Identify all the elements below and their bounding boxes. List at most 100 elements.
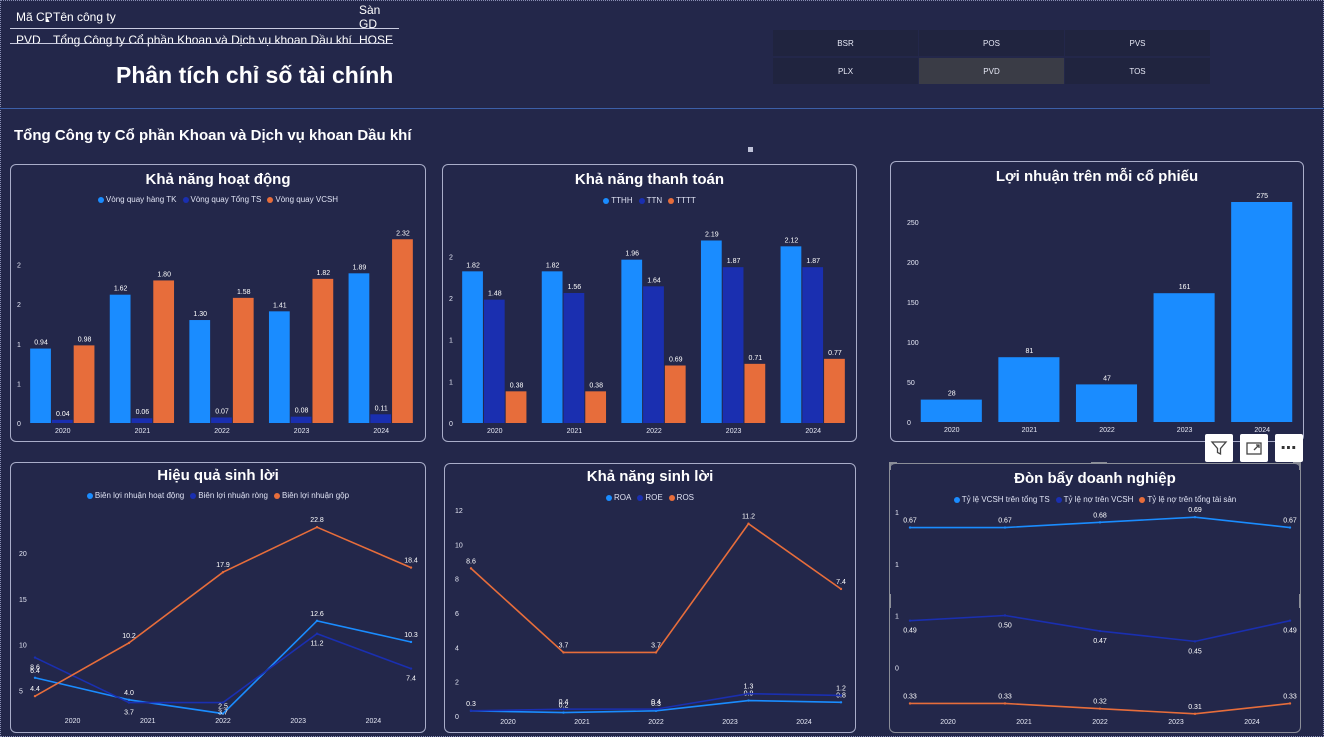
legend-item[interactable]: ROE bbox=[637, 493, 663, 502]
page-title: Phân tích chỉ số tài chính bbox=[116, 62, 394, 88]
legend-item[interactable]: Tỷ lệ nợ trên tổng tài sản bbox=[1139, 495, 1236, 504]
data-label: 10.3 bbox=[404, 632, 418, 639]
legend-label: Tỷ lệ nợ trên VCSH bbox=[1063, 495, 1134, 504]
legend-item[interactable]: TTTT bbox=[668, 196, 696, 205]
data-point bbox=[409, 566, 413, 569]
x-tick-label: 2022 bbox=[1092, 719, 1108, 726]
slicer-item-plx[interactable]: PLX bbox=[773, 58, 918, 84]
profit-margin-chart-panel[interactable]: Hiệu quả sinh lời Biên lợi nhuận hoạt độ… bbox=[10, 462, 426, 733]
slicer-item-pvd[interactable]: PVD bbox=[919, 58, 1064, 84]
data-point bbox=[33, 694, 37, 698]
data-point bbox=[839, 701, 843, 704]
legend-item[interactable]: Vòng quay Tổng TS bbox=[182, 195, 262, 204]
x-tick-label: 2024 bbox=[1244, 719, 1260, 726]
legend-item[interactable]: ROS bbox=[668, 493, 694, 502]
legend-item[interactable]: Tỷ lệ VCSH trên tổng TS bbox=[953, 495, 1050, 504]
activity-chart-panel[interactable]: Khả năng hoạt động Vòng quay hàng TK Vòng… bbox=[10, 164, 426, 442]
bar bbox=[621, 259, 643, 423]
legend-swatch bbox=[267, 196, 274, 203]
data-label: 7.4 bbox=[406, 676, 416, 683]
y-tick-label: 20 bbox=[19, 551, 27, 558]
slicer-item-tos[interactable]: TOS bbox=[1065, 58, 1210, 84]
liquidity-bar-chart: 0 1 1 2 2 2020 2021 2022 2023 2024 1.82 1.82 1.96 2.1… bbox=[449, 232, 845, 435]
legend-item[interactable]: Biên lợi nhuận ròng bbox=[190, 491, 268, 500]
y-tick-label: 10 bbox=[19, 643, 27, 650]
data-label: 0.38 bbox=[589, 382, 603, 389]
legend-swatch bbox=[1139, 496, 1146, 503]
resize-handle[interactable] bbox=[889, 594, 897, 608]
legend-swatch bbox=[637, 494, 644, 501]
column-header-ticker[interactable]: Mã CP bbox=[16, 10, 53, 24]
bar bbox=[189, 320, 211, 423]
company-info-table: Mã CP Tên công ty Sàn GD PVD Tổng Công t… bbox=[10, 3, 399, 51]
column-header-company[interactable]: Tên công ty bbox=[53, 10, 116, 24]
data-label: 81 bbox=[1026, 348, 1034, 355]
data-label: 161 bbox=[1179, 284, 1191, 291]
data-label: 0.45 bbox=[1188, 648, 1202, 655]
more-options-icon[interactable]: ⋯ bbox=[1275, 434, 1303, 462]
bar bbox=[505, 391, 527, 423]
bar bbox=[722, 267, 744, 423]
liquidity-chart-panel[interactable]: Khả năng thanh toán TTHH TTN TTTT 0 1 1 2 2 202… bbox=[442, 164, 857, 442]
legend-item[interactable]: Biên lợi nhuận gộp bbox=[274, 491, 349, 500]
legend-item[interactable]: Vòng quay hàng TK bbox=[97, 195, 177, 204]
resize-handle[interactable] bbox=[1293, 462, 1301, 470]
data-point bbox=[747, 522, 750, 525]
slicer-item-bsr[interactable]: BSR bbox=[773, 30, 918, 56]
y-tick-label: 150 bbox=[907, 300, 919, 307]
sort-ascending-icon[interactable]: ▲ bbox=[44, 17, 51, 24]
bar bbox=[211, 417, 232, 423]
data-label: 0.69 bbox=[1188, 507, 1202, 514]
data-point bbox=[654, 651, 658, 654]
resize-handle[interactable] bbox=[889, 462, 897, 470]
table-row[interactable]: PVD Tổng Công ty Cổ phần Khoan và Dịch v… bbox=[10, 29, 399, 51]
y-tick-label: 1 bbox=[895, 562, 899, 569]
data-label: 1.82 bbox=[466, 262, 480, 269]
legend-label: Biên lợi nhuận ròng bbox=[198, 491, 268, 500]
slicer-item-pvs[interactable]: PVS bbox=[1065, 30, 1210, 56]
column-header-exchange[interactable]: Sàn GD bbox=[359, 3, 381, 31]
data-label: 0.2 bbox=[559, 703, 569, 710]
legend-item[interactable]: TTN bbox=[638, 196, 663, 205]
legend-item[interactable]: Biên lợi nhuận hoạt động bbox=[86, 491, 184, 500]
x-tick-label: 2020 bbox=[940, 719, 956, 726]
x-tick-label: 2024 bbox=[1254, 427, 1270, 434]
data-point bbox=[127, 641, 131, 645]
legend-item[interactable]: TTHH bbox=[603, 196, 633, 205]
chart-title: Lợi nhuận trên mỗi cổ phiếu bbox=[995, 168, 1199, 185]
data-label: 0.69 bbox=[669, 357, 683, 364]
legend-label: ROA bbox=[613, 493, 632, 502]
data-point bbox=[33, 676, 37, 679]
resize-handle[interactable] bbox=[1091, 462, 1107, 470]
y-tick-label: 0 bbox=[17, 421, 21, 428]
leverage-chart-panel[interactable]: Đòn bẩy doanh nghiệp Tỷ lệ VCSH trên tổn… bbox=[889, 463, 1301, 733]
data-point bbox=[1193, 712, 1197, 716]
profitability-chart-panel[interactable]: Khả năng sinh lời ROA ROE ROS 0 2 4 6 8 10 12 202… bbox=[444, 463, 856, 733]
bar bbox=[563, 293, 585, 423]
x-tick-label: 2024 bbox=[796, 719, 812, 726]
legend-item[interactable]: Tỷ lệ nợ trên VCSH bbox=[1055, 495, 1134, 504]
legend-item[interactable]: ROA bbox=[605, 493, 632, 502]
data-label: 12.6 bbox=[310, 611, 324, 618]
data-point bbox=[127, 698, 131, 702]
data-label: 2.12 bbox=[785, 237, 799, 244]
legend-swatch bbox=[1055, 496, 1062, 503]
y-tick-label: 10 bbox=[455, 542, 463, 549]
legend-item[interactable]: Vòng quay VCSH bbox=[267, 195, 338, 204]
chart-legend: Tỷ lệ VCSH trên tổng TS Tỷ lệ nợ trên VCS… bbox=[890, 495, 1300, 504]
legend-label: Vòng quay Tổng TS bbox=[190, 195, 262, 204]
data-point bbox=[654, 709, 658, 713]
data-label: 3.7 bbox=[218, 710, 228, 717]
legend-label: Tỷ lệ nợ trên tổng tài sản bbox=[1147, 495, 1237, 504]
focus-mode-icon[interactable] bbox=[1240, 434, 1268, 462]
data-point bbox=[1098, 521, 1102, 524]
data-label: 1.56 bbox=[568, 284, 582, 291]
legend-label: ROE bbox=[645, 493, 663, 502]
eps-chart-panel[interactable]: Lợi nhuận trên mỗi cổ phiếu 0 50 100 150 200… bbox=[890, 161, 1304, 442]
series-line bbox=[34, 526, 412, 697]
filter-icon[interactable] bbox=[1205, 434, 1233, 462]
resize-handle[interactable] bbox=[1293, 594, 1301, 608]
legend-label: TTN bbox=[646, 196, 663, 205]
slicer-item-pos[interactable]: POS bbox=[919, 30, 1064, 56]
data-label: 0.04 bbox=[56, 411, 70, 418]
